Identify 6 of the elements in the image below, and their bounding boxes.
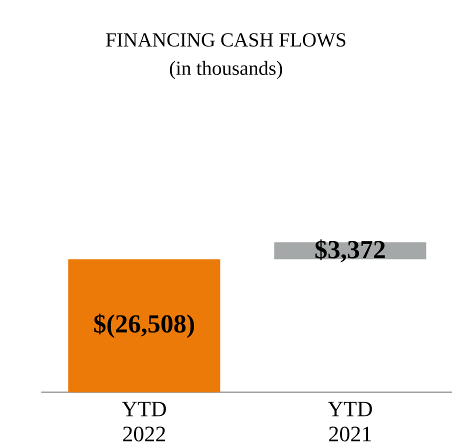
- chart-title: FINANCING CASH FLOWS: [106, 33, 346, 47]
- x-tick-label: YTD 2022: [122, 402, 166, 442]
- data-label: $(26,508): [94, 314, 194, 338]
- data-label: $3,372: [315, 239, 385, 262]
- chart-subtitle: (in thousands): [170, 60, 282, 80]
- x-tick-label: YTD 2021: [328, 402, 372, 442]
